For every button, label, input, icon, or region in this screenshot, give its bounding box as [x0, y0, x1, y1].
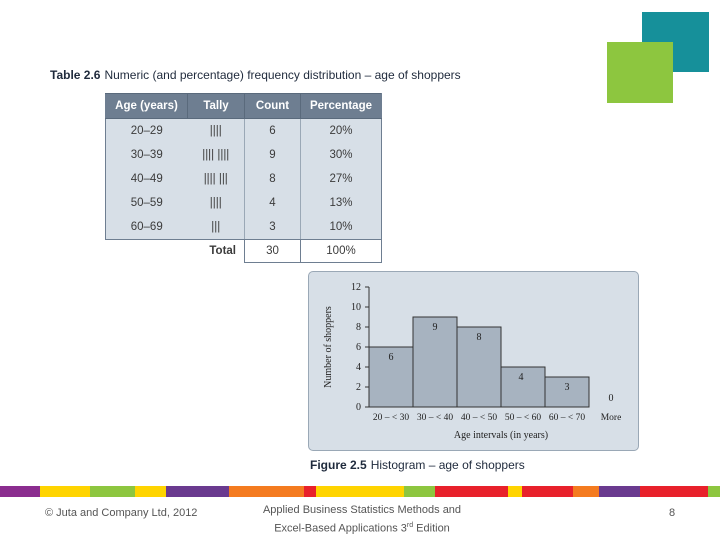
cell-count: 6 — [244, 118, 301, 143]
table-caption-text: Numeric (and percentage) frequency distr… — [104, 68, 461, 82]
y-axis-label: Number of shoppers — [323, 306, 334, 388]
cell-percentage: 27% — [300, 167, 382, 191]
histogram-bar — [544, 376, 590, 408]
total-label: Total — [187, 239, 245, 263]
color-stripe — [0, 486, 720, 497]
header-age: Age (years) — [105, 93, 188, 119]
stripe-segment — [707, 486, 720, 497]
footer-book-line1: Applied Business Statistics Methods and — [262, 504, 462, 516]
decorative-green-square — [607, 42, 673, 103]
header-percentage: Percentage — [300, 93, 382, 119]
stripe-segment — [599, 486, 640, 497]
cell-count: 9 — [244, 143, 301, 167]
table-row: 50–59 |||| 4 13% — [105, 191, 382, 215]
cell-percentage: 30% — [300, 143, 382, 167]
cell-age: 30–39 — [105, 143, 188, 167]
histogram-bar — [368, 346, 414, 408]
stripe-segment — [435, 486, 479, 497]
cell-tally: |||| ||| — [187, 167, 245, 191]
cell-age: 40–49 — [105, 167, 188, 191]
x-tick-label: 30 – < 40 — [417, 413, 453, 423]
cell-count: 4 — [244, 191, 301, 215]
stripe-segment — [303, 486, 316, 497]
cell-tally: |||| — [187, 118, 245, 143]
x-tick-label: 40 – < 50 — [461, 413, 497, 423]
y-tick-label: 6 — [356, 342, 361, 353]
x-axis-label: Age intervals (in years) — [454, 430, 548, 441]
stripe-segment — [478, 486, 508, 497]
header-count: Count — [244, 93, 301, 119]
cell-percentage: 20% — [300, 118, 382, 143]
header-tally: Tally — [187, 93, 245, 119]
frequency-table: Age (years) Tally Count Percentage 20–29… — [105, 93, 382, 263]
stripe-segment — [0, 486, 41, 497]
figure-caption-text: Histogram – age of shoppers — [370, 458, 525, 472]
cell-tally: |||| |||| — [187, 143, 245, 167]
footer-book-title: Applied Business Statistics Methods and … — [262, 503, 462, 537]
stripe-segment — [89, 486, 135, 497]
footer-copyright: © Juta and Company Ltd, 2012 — [45, 507, 198, 519]
total-row: Total 30 100% — [105, 239, 382, 263]
y-tick-label: 12 — [351, 282, 361, 293]
bar-value-label: 9 — [433, 322, 438, 333]
figure-caption: Figure 2.5 Histogram – age of shoppers — [310, 458, 525, 472]
bar-value-label: 3 — [565, 382, 570, 393]
y-tick-label: 4 — [356, 362, 361, 373]
figure-caption-label: Figure 2.5 — [310, 458, 367, 472]
bar-value-label: 6 — [389, 352, 394, 363]
x-tick-label: More — [601, 413, 622, 423]
stripe-segment — [639, 486, 708, 497]
stripe-segment — [507, 486, 522, 497]
table-header-row: Age (years) Tally Count Percentage — [105, 93, 382, 119]
cell-count: 8 — [244, 167, 301, 191]
x-tick-label: 20 – < 30 — [373, 413, 409, 423]
bar-value-label: 0 — [609, 393, 614, 404]
bar-value-label: 8 — [477, 332, 482, 343]
stripe-segment — [404, 486, 436, 497]
table-row: 30–39 |||| |||| 9 30% — [105, 143, 382, 167]
table-row: 60–69 ||| 3 10% — [105, 215, 382, 240]
table-row: 20–29 |||| 6 20% — [105, 118, 382, 143]
stripe-segment — [40, 486, 90, 497]
bar-value-label: 4 — [519, 372, 524, 383]
table-caption: Table 2.6 Numeric (and percentage) freque… — [50, 68, 461, 82]
cell-age: 50–59 — [105, 191, 188, 215]
x-tick-label: 60 – < 70 — [549, 413, 585, 423]
cell-tally: |||| — [187, 191, 245, 215]
cell-count: 3 — [244, 215, 301, 240]
cell-tally: ||| — [187, 215, 245, 240]
x-tick-label: 50 – < 60 — [505, 413, 541, 423]
y-tick-label: 2 — [356, 382, 361, 393]
histogram-bar — [500, 366, 546, 408]
stripe-segment — [134, 486, 166, 497]
stripe-segment — [165, 486, 230, 497]
cell-percentage: 13% — [300, 191, 382, 215]
y-tick-label: 10 — [351, 302, 361, 313]
total-percentage: 100% — [300, 239, 382, 263]
cell-percentage: 10% — [300, 215, 382, 240]
stripe-segment — [572, 486, 600, 497]
stripe-segment — [521, 486, 573, 497]
table-caption-label: Table 2.6 — [50, 68, 101, 82]
cell-age: 60–69 — [105, 215, 188, 240]
total-count: 30 — [244, 239, 301, 263]
y-tick-label: 8 — [356, 322, 361, 333]
histogram-panel: 0 2 4 6 8 10 12 Number of shoppers 6 20 – < 30 9 30… — [308, 271, 639, 451]
table-row: 40–49 |||| ||| 8 27% — [105, 167, 382, 191]
y-tick-label: 0 — [356, 402, 361, 413]
page-number: 8 — [669, 507, 676, 519]
cell-age: 20–29 — [105, 118, 188, 143]
stripe-segment — [229, 486, 304, 497]
stripe-segment — [315, 486, 405, 497]
histogram-bar — [412, 316, 458, 408]
footer-book-line2: Excel-Based Applications 3rd Edition — [274, 522, 450, 535]
